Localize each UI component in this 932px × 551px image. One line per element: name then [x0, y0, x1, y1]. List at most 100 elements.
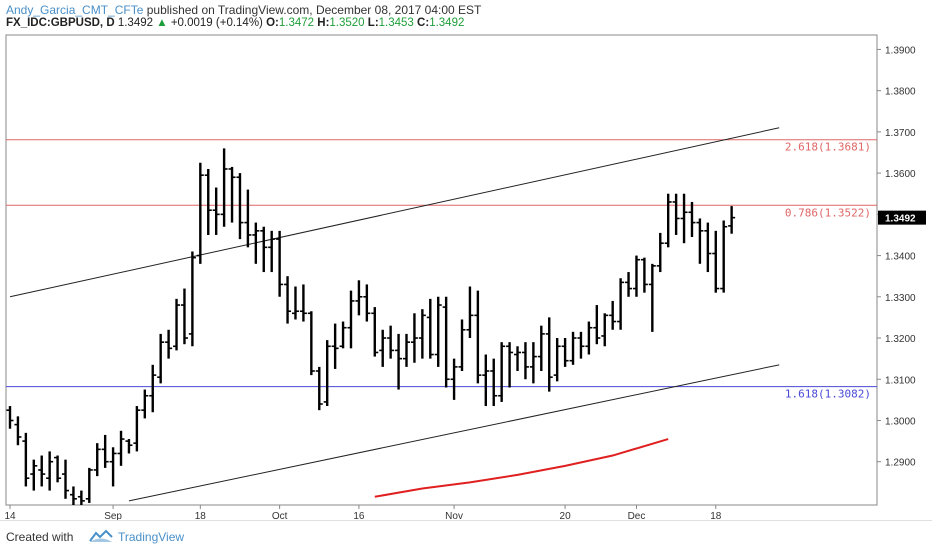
ohlc-bar	[133, 406, 141, 452]
ohlc-bar	[141, 389, 149, 419]
created-with-label: Created with	[6, 530, 74, 544]
ohlc-bar	[54, 455, 62, 483]
close-value: 1.3492	[429, 17, 465, 29]
ohlc-bar	[355, 280, 363, 316]
x-tick-label: 14	[4, 511, 16, 520]
ohlc-bar	[165, 329, 173, 359]
y-tick-label: 1.3000	[885, 416, 916, 427]
ohlc-bar	[6, 406, 14, 429]
ohlc-bar	[569, 331, 577, 365]
x-tick-label: Oct	[272, 511, 288, 520]
high-value: 1.3520	[329, 17, 365, 29]
ohlc-bar	[93, 443, 101, 477]
ohlc-bar	[640, 257, 648, 293]
channel-trendline	[9, 127, 780, 298]
y-tick-label: 1.3400	[885, 252, 916, 263]
ohlc-bar	[656, 232, 664, 273]
y-tick-label: 1.2900	[885, 458, 916, 469]
ohlc-bar	[672, 193, 680, 235]
ohlc-bar	[387, 325, 395, 359]
ohlc-bar	[196, 162, 204, 264]
y-tick-label: 1.3300	[885, 293, 916, 304]
ohlc-bar	[688, 201, 696, 238]
chart-title: Andy_Garcia_CMT_CFTe published on Tradin…	[6, 3, 481, 17]
ohlc-bar	[212, 187, 220, 235]
open-value: 1.3472	[278, 17, 315, 29]
ohlc-bar	[371, 307, 379, 357]
ohlc-bar	[680, 193, 688, 244]
y-tick-label: 1.3700	[885, 128, 916, 139]
open-label: O:	[266, 17, 279, 29]
ohlc-bar	[529, 342, 537, 384]
high-label: H:	[317, 17, 330, 29]
ohlc-bar	[284, 276, 292, 324]
price-chart[interactable]: 2.618(1.3681)0.786(1.3522)1.618(1.3082) …	[0, 0, 932, 520]
ohlc-bar	[347, 290, 355, 349]
ohlc-bar	[601, 313, 609, 347]
ohlc-bar	[188, 251, 196, 347]
ohlc-bar	[617, 278, 625, 330]
ohlc-bar	[291, 286, 299, 320]
footer: Created with TradingView	[0, 520, 932, 551]
ohlc-bar	[38, 455, 46, 487]
y-tick-label: 1.3100	[885, 375, 916, 386]
ohlc-bar	[85, 467, 93, 503]
ohlc-bar	[577, 331, 585, 359]
ohlc-bar	[180, 288, 188, 345]
ohlc-bar	[62, 459, 70, 499]
y-tick-label: 1.3800	[885, 87, 916, 98]
x-tick-label: Dec	[628, 511, 646, 520]
ohlc-bar	[553, 338, 561, 382]
ohlc-bar	[632, 255, 640, 297]
ohlc-bar	[609, 300, 617, 330]
ohlc-bar	[252, 222, 260, 264]
fib-level-label: 2.618(1.3681)	[785, 141, 871, 154]
ohlc-bar	[410, 313, 418, 363]
ohlc-bar	[307, 311, 315, 376]
ohlc-bar	[466, 286, 474, 339]
symbol-label: FX_IDC:GBPUSD, D	[6, 17, 115, 29]
ohlc-bar	[720, 220, 728, 293]
ohlc-bar	[268, 230, 276, 273]
ohlc-bar	[498, 342, 506, 402]
ohlc-bar	[506, 342, 514, 388]
plot-area[interactable]	[5, 34, 878, 506]
ohlc-bar	[696, 218, 704, 264]
x-tick-label: 20	[560, 511, 572, 520]
ohlc-bar	[514, 346, 522, 372]
ohlc-bar	[625, 272, 633, 297]
fib-level-label: 1.618(1.3082)	[785, 388, 871, 401]
x-tick-label: 16	[353, 511, 365, 520]
ohlc-bar	[77, 490, 85, 505]
y-tick-label: 1.3900	[885, 45, 916, 56]
ohlc-bar	[228, 166, 236, 223]
y-tick-label: 1.3600	[885, 169, 916, 180]
ohlc-legend: FX_IDC:GBPUSD, D 1.3492 ▲ +0.0019 (+0.14…	[6, 17, 464, 29]
ohlc-bar	[204, 168, 212, 235]
change-value: +0.0019 (+0.14%)	[170, 17, 263, 29]
ohlc-bar	[458, 319, 466, 372]
author-link[interactable]: Andy_Garcia_CMT_CFTe	[6, 3, 144, 17]
change-up-icon: ▲	[156, 17, 168, 29]
ohlc-bar	[442, 296, 450, 388]
tradingview-brand-link[interactable]: TradingView	[118, 530, 185, 544]
ohlc-bar	[648, 263, 656, 332]
x-tick-label: Nov	[445, 511, 463, 520]
ohlc-bar	[434, 296, 442, 367]
ohlc-bar	[363, 284, 371, 322]
ohlc-bar	[418, 309, 426, 359]
last-price: 1.3492	[117, 17, 154, 29]
ohlc-bar	[482, 354, 490, 407]
ohlc-bar	[521, 342, 529, 380]
fib-level-label: 0.786(1.3522)	[785, 206, 871, 219]
ohlc-bar	[474, 290, 482, 384]
close-label: C:	[417, 17, 430, 29]
ohlc-bar	[331, 323, 339, 369]
ohlc-bar	[379, 329, 387, 367]
x-tick-label: 18	[710, 511, 722, 520]
ohlc-bar	[46, 451, 54, 491]
ohlc-bar	[704, 222, 712, 273]
moving-average-line	[374, 438, 669, 498]
ohlc-bar	[728, 206, 736, 234]
ohlc-bar	[490, 358, 498, 407]
